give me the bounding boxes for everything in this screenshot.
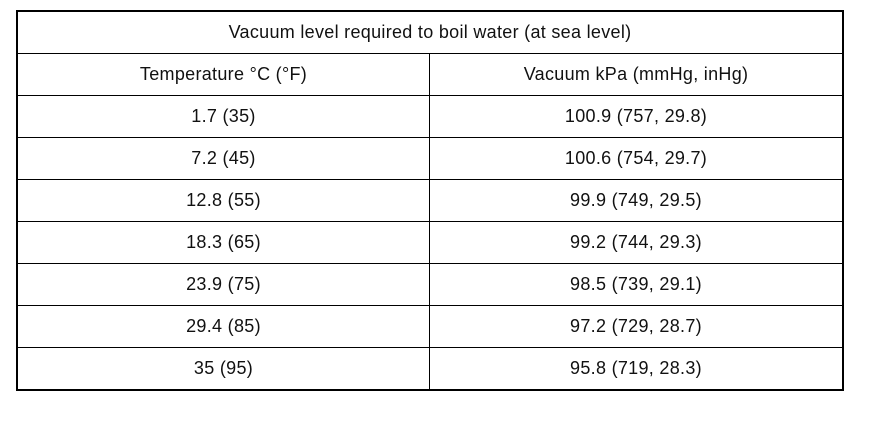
table-cell: 29.4 (85) <box>16 305 430 348</box>
table-row: 1.7 (35) 100.9 (757, 29.8) <box>16 95 844 138</box>
table-cell: 18.3 (65) <box>16 221 430 264</box>
table-cell: 99.2 (744, 29.3) <box>429 221 844 264</box>
boil-table: Vacuum level required to boil water (at … <box>16 10 844 391</box>
table-title: Vacuum level required to boil water (at … <box>16 10 844 54</box>
table-cell: 100.6 (754, 29.7) <box>429 137 844 180</box>
table-cell: 7.2 (45) <box>16 137 430 180</box>
table-cell: 98.5 (739, 29.1) <box>429 263 844 306</box>
table-cell: 99.9 (749, 29.5) <box>429 179 844 222</box>
table-cell: 12.8 (55) <box>16 179 430 222</box>
header-row: Temperature °C (°F) Vacuum kPa (mmHg, inH… <box>16 53 844 96</box>
table-cell: 35 (95) <box>16 347 430 391</box>
table-row: 18.3 (65) 99.2 (744, 29.3) <box>16 221 844 264</box>
table-row: 35 (95) 95.8 (719, 28.3) <box>16 347 844 391</box>
table-cell: 23.9 (75) <box>16 263 430 306</box>
table-row: 12.8 (55) 99.9 (749, 29.5) <box>16 179 844 222</box>
table-row: 7.2 (45) 100.6 (754, 29.7) <box>16 137 844 180</box>
table-cell: 97.2 (729, 28.7) <box>429 305 844 348</box>
table-cell: 95.8 (719, 28.3) <box>429 347 844 391</box>
table-row: 23.9 (75) 98.5 (739, 29.1) <box>16 263 844 306</box>
table-cell: 1.7 (35) <box>16 95 430 138</box>
column-header: Temperature °C (°F) <box>16 53 430 96</box>
table-cell: 100.9 (757, 29.8) <box>429 95 844 138</box>
column-header: Vacuum kPa (mmHg, inHg) <box>429 53 844 96</box>
table-row: 29.4 (85) 97.2 (729, 28.7) <box>16 305 844 348</box>
